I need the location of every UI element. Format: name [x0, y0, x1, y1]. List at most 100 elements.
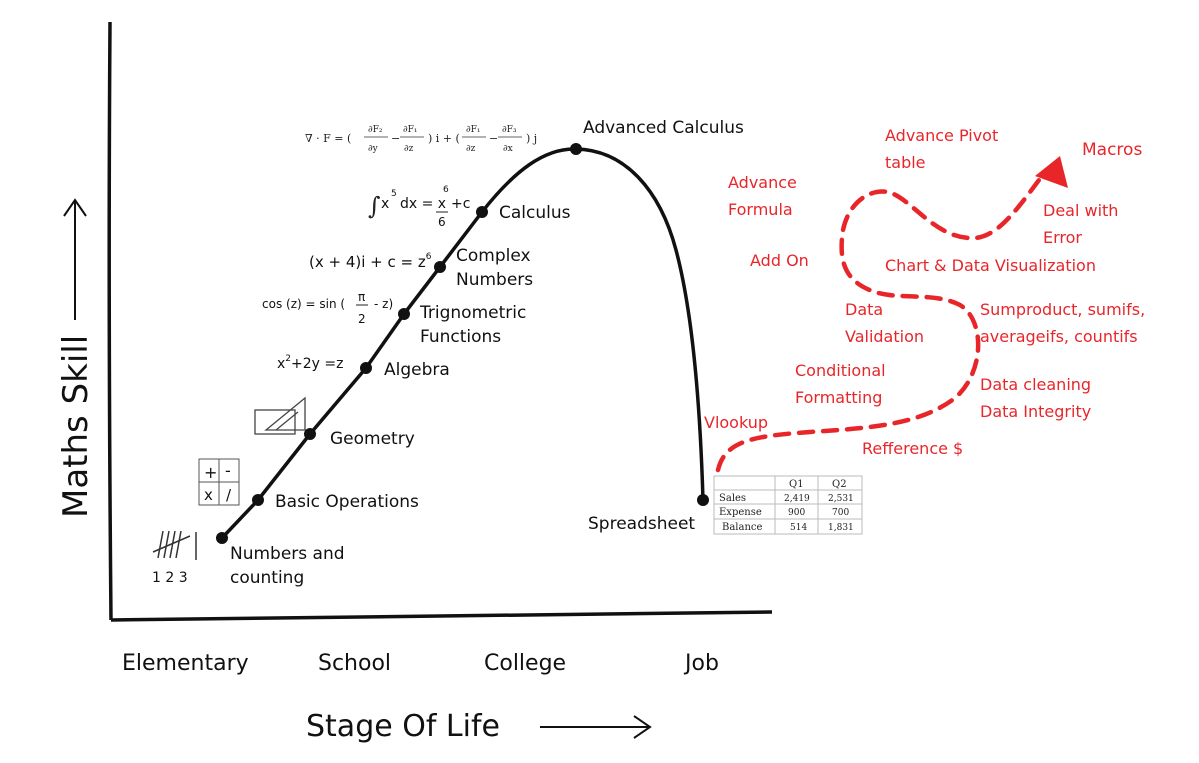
svg-text:6: 6	[438, 215, 446, 229]
svg-text:∂y: ∂y	[368, 144, 379, 154]
milestone-complex-line1: Complex	[456, 246, 531, 266]
milestone-geometry: Geometry	[330, 429, 415, 449]
svg-text:∫: ∫	[368, 192, 381, 220]
y-axis-line	[107, 21, 113, 621]
svg-text:dx = x: dx = x	[400, 196, 446, 212]
complex-formula: (x + 4)i + c = z6	[309, 252, 432, 271]
table-cell: Balance	[722, 522, 763, 533]
operator-plus: +	[204, 463, 217, 482]
calculus-formula: ∫ x 5 dx = x 6 +c 6	[368, 185, 470, 229]
skill-formula-line2: Formula	[728, 200, 793, 219]
skill-conditional-line1: Conditional	[795, 361, 886, 380]
svg-text:−: −	[489, 132, 498, 145]
svg-text:5: 5	[391, 189, 397, 199]
skill-conditional-formatting: Conditional Formatting	[795, 361, 891, 407]
milestone-numbers-line1: Numbers and	[230, 544, 345, 564]
milestone-dot	[434, 261, 446, 273]
skill-deal-with-error: Deal with Error	[1043, 201, 1124, 247]
skill-add-on: Add On	[750, 251, 809, 270]
stage-school: School	[318, 651, 391, 676]
y-axis-arrow-icon	[63, 198, 87, 320]
table-cell: 2,531	[828, 494, 854, 504]
tally-marks-icon	[152, 530, 197, 560]
skill-error-line1: Deal with	[1043, 201, 1118, 220]
svg-text:cos (z) = sin (: cos (z) = sin (	[262, 297, 345, 311]
milestone-dot	[252, 494, 264, 506]
table-cell: 900	[788, 508, 805, 518]
table-cell: 2,419	[784, 494, 810, 504]
counting-digits: 1 2 3	[152, 570, 188, 586]
curl-formula: ∇ · F = ( ∂F₂ ∂y − ∂F₁ ∂z ) i + ( ∂F₁ ∂z…	[305, 125, 537, 154]
milestone-trig-line2: Functions	[420, 327, 501, 347]
skill-curve	[220, 147, 705, 540]
milestone-numbers-counting: Numbers and counting	[230, 544, 350, 588]
svg-text:∂F₁: ∂F₁	[466, 125, 481, 135]
svg-text:x: x	[381, 196, 389, 212]
svg-text:∂x: ∂x	[503, 144, 513, 154]
skill-error-line2: Error	[1043, 228, 1082, 247]
table-cell: Sales	[719, 493, 746, 504]
table-header-q1: Q1	[789, 479, 804, 490]
milestone-dot	[304, 428, 316, 440]
milestone-dot	[360, 362, 372, 374]
milestone-dot	[570, 143, 582, 155]
milestone-dot	[398, 308, 410, 320]
skill-pivot-line1: Advance Pivot	[885, 126, 998, 145]
algebra-formula: x2+2y =z	[277, 354, 343, 372]
svg-text:) j: ) j	[526, 132, 537, 145]
milestone-complex-line2: Numbers	[456, 270, 533, 290]
svg-text:∂z: ∂z	[404, 144, 414, 154]
skill-data-cleaning: Data cleaning	[980, 375, 1091, 394]
stage-elementary: Elementary	[122, 651, 249, 676]
skill-vlookup: Vlookup	[704, 413, 768, 432]
skill-conditional-line2: Formatting	[795, 388, 882, 407]
svg-text:π: π	[358, 290, 365, 304]
operator-minus: -	[225, 461, 231, 480]
svg-text:∂F₃: ∂F₃	[502, 125, 517, 135]
operator-divide: /	[226, 486, 232, 504]
milestone-dot	[216, 532, 228, 544]
svg-text:- z): - z)	[374, 297, 393, 311]
y-axis-label: Maths Skill	[56, 335, 96, 518]
skill-chart-visualization: Chart & Data Visualization	[885, 256, 1096, 275]
svg-text:∇ · F = (: ∇ · F = (	[305, 132, 351, 145]
svg-text:∂z: ∂z	[466, 144, 476, 154]
excel-arrowhead-icon	[1035, 156, 1068, 188]
svg-text:∂F₂: ∂F₂	[368, 125, 383, 135]
x-axis-arrow-icon	[540, 715, 652, 739]
skill-refference: Refference $	[862, 439, 963, 458]
milestone-numbers-line2: counting	[230, 568, 304, 588]
milestone-trignometric: Trignometric Functions	[419, 303, 532, 347]
geometry-triangle-icon	[254, 396, 306, 435]
svg-text:−: −	[391, 132, 400, 145]
skill-formula-line1: Advance	[728, 173, 797, 192]
table-header-q2: Q2	[832, 479, 847, 490]
skill-pivot-line2: table	[885, 153, 926, 172]
table-cell: 514	[790, 523, 807, 533]
trig-formula: cos (z) = sin ( π 2 - z)	[262, 290, 393, 326]
milestone-calculus: Calculus	[499, 203, 571, 223]
skill-macros: Macros	[1082, 140, 1142, 160]
skill-data-validation: Data Validation	[845, 300, 924, 346]
milestone-dot	[476, 206, 488, 218]
svg-text:) i + (: ) i + (	[428, 132, 460, 145]
milestone-dot	[697, 494, 709, 506]
svg-text:∂F₁: ∂F₁	[403, 125, 418, 135]
skill-averageifs: averageifs, countifs	[980, 327, 1138, 346]
milestone-algebra: Algebra	[384, 360, 450, 380]
table-cell: 700	[832, 508, 849, 518]
excel-skills-dashed-path	[715, 169, 1048, 473]
skill-validation-line2: Validation	[845, 327, 924, 346]
skill-advance-formula: Advance Formula	[728, 173, 802, 219]
x-axis-label: Stage Of Life	[306, 709, 500, 744]
x-axis-line	[110, 610, 773, 622]
milestone-basic-operations: Basic Operations	[275, 492, 419, 512]
milestone-spreadsheet: Spreadsheet	[588, 514, 695, 534]
stage-college: College	[484, 651, 566, 676]
milestone-advanced-calculus: Advanced Calculus	[583, 118, 744, 138]
skill-advance-pivot: Advance Pivot table	[885, 126, 1003, 172]
milestone-trig-line1: Trignometric	[419, 303, 526, 323]
milestone-complex: Complex Numbers	[456, 246, 536, 290]
spreadsheet-table: Q1 Q2 Sales 2,419 2,531 Expense 900 700 …	[713, 475, 863, 535]
